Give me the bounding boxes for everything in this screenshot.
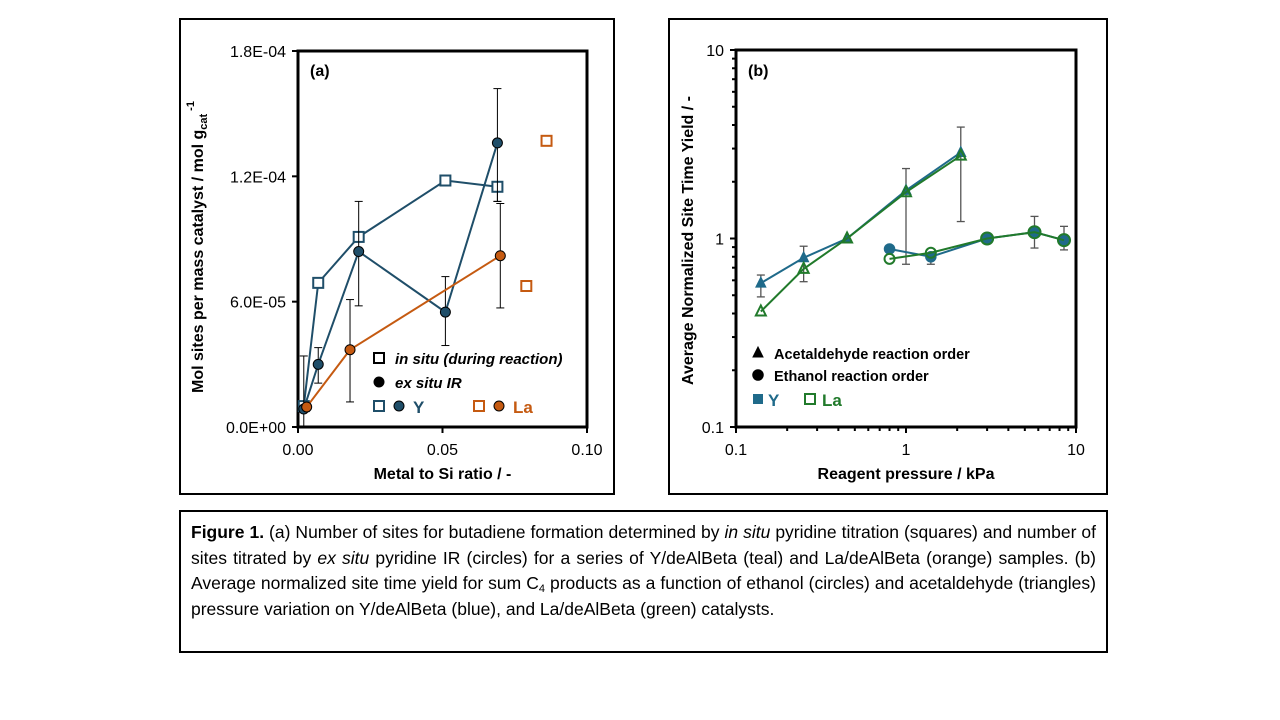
y-tick-label: 1.8E-04: [230, 44, 286, 61]
x-axis-label: Metal to Si ratio / -: [374, 466, 512, 483]
legend-label: Ethanol reaction order: [774, 369, 929, 385]
legend-label: La: [513, 398, 533, 417]
data-point: [840, 230, 854, 244]
caption-text: pyridine IR (circles) for a series of Y/…: [191, 547, 1097, 594]
series-la-ethanol: [883, 225, 1072, 265]
x-tick-label: 0.00: [282, 442, 313, 459]
plot-area: [296, 49, 589, 429]
legend: Acetaldehyde reaction order Ethanol react…: [752, 345, 970, 410]
caption-text: pyridine titration (squares) and number …: [191, 522, 1096, 568]
data-point: [312, 358, 324, 370]
legend-label: La: [822, 391, 842, 410]
legend-marker: [373, 352, 385, 364]
series-la-acetaldehyde: [754, 147, 968, 317]
legend-marker: [493, 400, 505, 412]
x-axis-label: Reagent pressure / kPa: [818, 466, 995, 483]
data-point: [494, 250, 506, 262]
y-tick-label: 1.2E-04: [230, 169, 286, 186]
legend-label: ex situ IR: [395, 375, 462, 392]
x-tick-label: 0.1: [725, 442, 747, 459]
y-tick-label: 0.0E+00: [226, 420, 286, 437]
data-point: [883, 243, 896, 255]
caption-italic: in situ: [724, 522, 771, 542]
data-point: [1057, 233, 1072, 248]
series-line: [760, 154, 962, 313]
data-point: [980, 231, 995, 246]
legend-label: Acetaldehyde reaction order: [774, 347, 970, 363]
data-point: [491, 137, 503, 149]
panel-label: (b): [748, 63, 768, 80]
data-point: [924, 246, 937, 259]
legend-marker: [753, 394, 763, 404]
x-tick-label: 0.05: [427, 442, 458, 459]
legend-marker: [752, 369, 764, 381]
data-point: [439, 306, 451, 318]
legend-marker: [373, 400, 385, 412]
x-tick-label: 10: [1067, 442, 1085, 459]
data-point: [353, 246, 365, 258]
series-y-acetaldehyde: [755, 126, 967, 298]
series-la-ex-situ-ir: [301, 202, 506, 413]
legend-marker: [804, 393, 816, 405]
data-point: [439, 174, 452, 187]
chart-panel-b: 0.1 1 10 0.1 1 10 Reagent pressure / kPa Averag…: [668, 18, 1108, 495]
data-point: [520, 280, 533, 292]
y-tick-label: 0.1: [702, 420, 724, 437]
chart-a: 0.0E+00 6.0E-05 1.2E-04 1.8E-04 0.00 0.05 0.10…: [185, 44, 603, 483]
y-tick-label: 1: [715, 232, 724, 249]
x-tick-label: 1: [902, 442, 911, 459]
caption-subscript: 4: [538, 583, 545, 596]
figure-label: Figure 1.: [191, 522, 265, 542]
data-point: [797, 260, 811, 274]
legend-marker: [473, 400, 485, 412]
data-point: [954, 147, 968, 161]
y-axis-label: Mol sites per mass catalyst / mol gcat-1: [185, 101, 210, 393]
legend-marker: [752, 345, 764, 358]
chart-panel-a: 0.0E+00 6.0E-05 1.2E-04 1.8E-04 0.00 0.05 0.10…: [179, 18, 615, 495]
series-la-in-situ: [520, 134, 553, 292]
legend-marker: [373, 376, 385, 388]
legend-label: Y: [768, 391, 780, 410]
caption-text: (a) Number of sites for butadiene format…: [264, 522, 725, 542]
data-point: [540, 134, 553, 147]
data-point: [344, 344, 356, 356]
y-tick-label: 10: [706, 43, 724, 60]
y-axis-label: Average Normalized Site Time Yield / -: [680, 96, 697, 385]
y-tick-label: 6.0E-05: [230, 295, 286, 312]
series-line: [889, 231, 1065, 260]
data-point: [301, 401, 313, 413]
caption-text: products as a function of ethanol (circl…: [191, 573, 1096, 619]
x-tick-label: 0.10: [571, 442, 602, 459]
legend-label: Y: [413, 398, 425, 417]
panel-label: (a): [310, 63, 330, 80]
data-point: [312, 276, 325, 289]
legend-label: in situ (during reaction): [395, 351, 563, 368]
legend: in situ (during reaction) ex situ IR Y La: [373, 351, 563, 417]
data-point: [1027, 225, 1042, 240]
figure-caption: Figure 1. (a) Number of sites for butadi…: [179, 510, 1108, 653]
data-point: [754, 303, 768, 317]
caption-italic: ex situ: [317, 547, 370, 568]
data-point: [755, 275, 767, 288]
legend-marker: [393, 400, 405, 412]
data-point: [899, 183, 913, 198]
data-point: [883, 252, 896, 265]
chart-b: 0.1 1 10 0.1 1 10 Reagent pressure / kPa Averag…: [680, 43, 1085, 483]
